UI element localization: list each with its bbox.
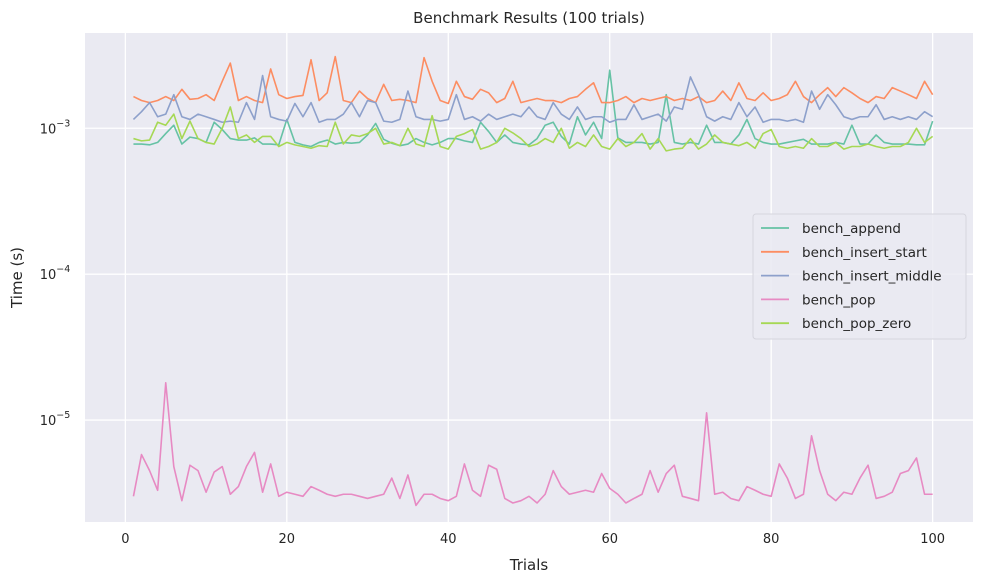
- y-tick-exponent: −3: [56, 118, 70, 129]
- x-tick-label: 40: [440, 532, 457, 547]
- series-line-bench_insert_start: [133, 55, 934, 105]
- x-tick-label: 80: [763, 532, 780, 547]
- y-axis-label: Time (s): [8, 247, 26, 309]
- x-tick-label: 60: [601, 532, 618, 547]
- series-lines: [132, 55, 934, 507]
- y-tick-exponent: −5: [56, 410, 70, 421]
- legend-box: [752, 213, 967, 340]
- chart-title: Benchmark Results (100 trials): [413, 9, 645, 27]
- x-tick-label: 0: [121, 532, 129, 547]
- x-tick-label: 20: [279, 532, 296, 547]
- y-tick-exponent: −4: [56, 264, 70, 275]
- series-line-bench_append: [133, 69, 934, 148]
- y-tick-label: 10−4: [40, 264, 71, 283]
- y-axis-ticks: 10−510−410−3: [40, 118, 71, 429]
- series-line-bench_pop_zero: [133, 106, 934, 152]
- y-tick-base: 10: [40, 122, 57, 137]
- legend-label: bench_pop: [802, 292, 876, 308]
- series-line-bench_pop: [132, 381, 933, 507]
- legend-label: bench_insert_start: [802, 245, 927, 261]
- series-line-bench_insert_middle: [132, 74, 934, 124]
- x-axis-label: Trials: [509, 556, 549, 574]
- legend-label: bench_append: [802, 221, 901, 237]
- legend: bench_append bench_insert_start bench_inse…: [752, 213, 967, 340]
- y-tick-label: 10−3: [40, 118, 71, 137]
- y-tick-base: 10: [40, 414, 57, 429]
- x-tick-label: 100: [920, 532, 945, 547]
- y-tick-base: 10: [40, 268, 57, 283]
- x-axis-ticks: 0 20 40 60 80 100: [121, 532, 945, 547]
- y-tick-label: 10−5: [40, 410, 71, 429]
- legend-label: bench_insert_middle: [802, 269, 942, 285]
- legend-label: bench_pop_zero: [802, 316, 911, 332]
